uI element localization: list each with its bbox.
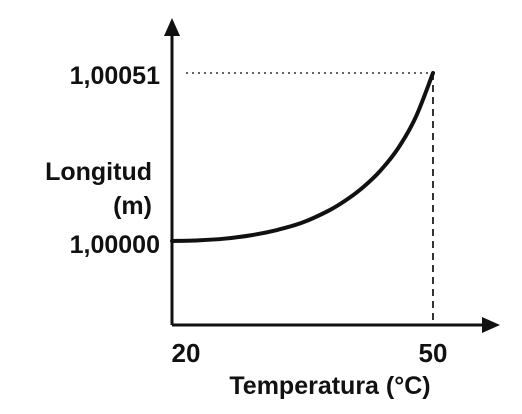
y-axis-label-line2: (m) — [113, 192, 152, 220]
y-tick-label-bottom: 1,00000 — [70, 231, 160, 259]
y-axis-arrow-icon — [164, 18, 180, 36]
x-tick-label-right: 50 — [419, 338, 448, 368]
y-tick-label-top: 1,00051 — [70, 62, 160, 90]
x-axis-arrow-icon — [482, 317, 500, 333]
x-tick-label-left: 20 — [172, 338, 201, 368]
x-axis-label: Temperatura (°C) — [229, 372, 430, 400]
series-line — [170, 71, 435, 243]
y-axis-label-line1: Longitud — [45, 158, 152, 186]
